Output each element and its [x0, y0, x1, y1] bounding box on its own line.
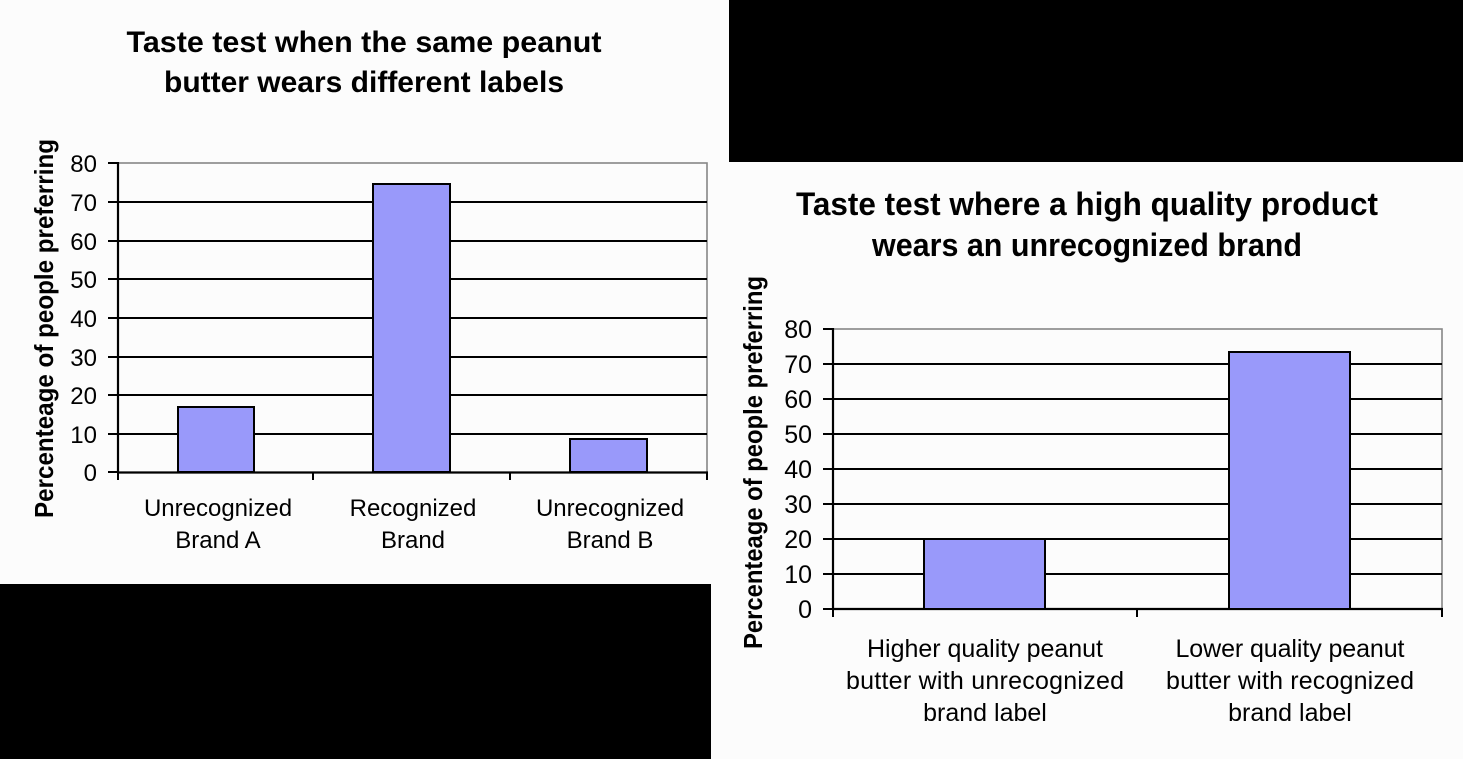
svg-text:Brand B: Brand B [567, 527, 654, 554]
svg-text:Higher quality peanut: Higher quality peanut [867, 635, 1103, 663]
svg-text:80: 80 [70, 151, 97, 178]
svg-text:70: 70 [784, 351, 812, 379]
svg-text:Unrecognized: Unrecognized [536, 495, 684, 522]
svg-text:0: 0 [84, 460, 97, 487]
svg-text:brand label: brand label [923, 699, 1047, 727]
svg-text:Brand: Brand [381, 527, 445, 554]
svg-text:wears an unrecognized brand: wears an unrecognized brand [871, 227, 1302, 263]
svg-text:Lower quality peanut: Lower quality peanut [1176, 635, 1405, 663]
svg-text:40: 40 [784, 456, 812, 484]
svg-text:Percenteage of people preferri: Percenteage of people preferring [738, 276, 768, 649]
svg-text:10: 10 [70, 422, 97, 449]
svg-text:0: 0 [798, 596, 812, 624]
svg-text:30: 30 [70, 345, 97, 372]
svg-text:Brand A: Brand A [175, 527, 260, 554]
svg-text:20: 20 [784, 526, 812, 554]
svg-text:30: 30 [784, 491, 812, 519]
svg-text:Unrecognized: Unrecognized [144, 495, 292, 522]
svg-text:70: 70 [70, 190, 97, 217]
svg-text:butter with unrecognized: butter with unrecognized [846, 667, 1124, 695]
svg-text:butter with recognized: butter with recognized [1166, 667, 1414, 695]
svg-text:Recognized: Recognized [350, 495, 477, 522]
svg-text:brand label: brand label [1228, 699, 1352, 727]
svg-text:50: 50 [784, 421, 812, 449]
svg-text:10: 10 [784, 561, 812, 589]
svg-text:Taste test when the same peanu: Taste test when the same peanut [127, 26, 602, 59]
svg-text:40: 40 [70, 306, 97, 333]
svg-text:80: 80 [784, 316, 812, 344]
svg-text:Taste test where a high qualit: Taste test where a high quality product [796, 186, 1378, 222]
svg-text:Percenteage of people preferri: Percenteage of people preferring [29, 139, 59, 518]
svg-text:60: 60 [784, 386, 812, 414]
svg-text:20: 20 [70, 383, 97, 410]
svg-text:60: 60 [70, 229, 97, 256]
svg-text:butter wears different labels: butter wears different labels [164, 66, 564, 99]
svg-text:50: 50 [70, 267, 97, 294]
